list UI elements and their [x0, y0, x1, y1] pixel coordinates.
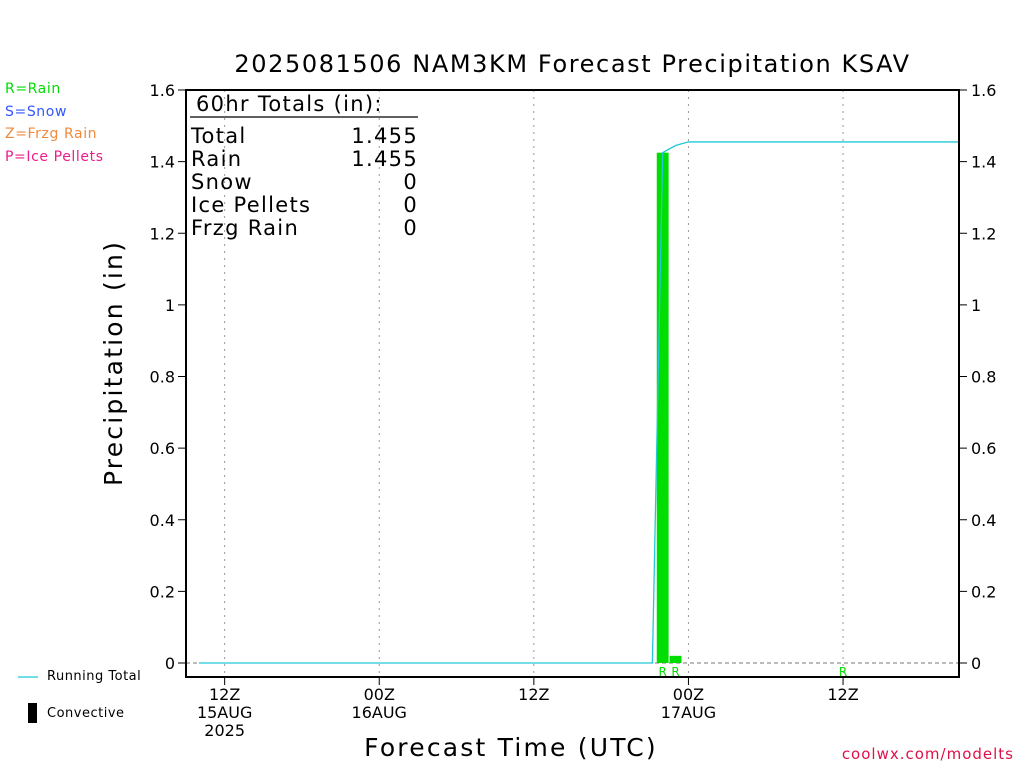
totals-heading: 60hr Totals (in):	[196, 92, 383, 116]
y-tick-label-left: 1.6	[150, 81, 175, 100]
y-axis-ticks: 0 00.2 0.20.4 0.40.6 0.60.8 0.81 11.2 1.21.4 1.4…	[150, 81, 997, 673]
grid-lines	[186, 90, 959, 677]
totals-row-value: 1.455	[351, 147, 418, 171]
x-axis-label: Forecast Time (UTC)	[364, 733, 658, 762]
plot-frame	[185, 89, 960, 678]
totals-row-label: Frzg Rain	[191, 216, 299, 240]
running-total-line	[198, 141, 959, 664]
legend-frzg-rain: Z=Frzg Rain	[5, 126, 98, 142]
y-axis-label: Precipitation (in)	[99, 240, 128, 486]
legend-rain: R=Rain	[5, 81, 61, 97]
totals-row-value: 0	[403, 193, 418, 217]
y-tick-label-right: 0	[971, 654, 981, 673]
precip-type-marker: R	[671, 665, 679, 679]
y-tick-label-right: 1.6	[971, 81, 996, 100]
y-tick-label-left: 0.4	[150, 511, 175, 530]
y-tick-label-right: 1.2	[971, 224, 996, 243]
running-total-series	[198, 141, 959, 664]
x-tick-label: 00Z	[364, 685, 395, 704]
precip-type-marker: R	[839, 665, 847, 679]
x-tick-label: 16AUG	[352, 703, 407, 722]
y-tick-label-left: 1	[165, 296, 175, 315]
totals-row-value: 0	[403, 216, 418, 240]
convective-swatch	[28, 703, 37, 723]
totals-row-label: Ice Pellets	[191, 193, 311, 217]
y-tick-label-right: 0.8	[971, 368, 996, 387]
x-tick-label: 2025	[204, 721, 245, 740]
x-tick-label: 00Z	[673, 685, 704, 704]
totals-row-value: 1.455	[351, 124, 418, 148]
title: 2025081506 NAM3KM Forecast Precipitation…	[234, 50, 911, 78]
y-tick-label-left: 0	[165, 654, 175, 673]
x-tick-label: 12Z	[518, 685, 549, 704]
precip-bar	[669, 655, 682, 663]
y-tick-label-right: 1.4	[971, 153, 996, 172]
precip-bars	[656, 152, 682, 663]
running-total-key: Running Total	[47, 669, 142, 684]
line-key	[18, 676, 38, 723]
y-tick-label-left: 0.2	[150, 582, 175, 601]
x-tick-label: 17AUG	[661, 703, 716, 722]
y-tick-label-right: 0.2	[971, 582, 996, 601]
totals-row-label: Rain	[191, 147, 242, 171]
totals-row-value: 0	[403, 170, 418, 194]
y-tick-label-right: 0.6	[971, 439, 996, 458]
legend-snow: S=Snow	[5, 104, 67, 120]
totals-row-label: Snow	[191, 170, 253, 194]
totals-box: 60hr Totals (in): Total 1.455 Rain 1.455 Sno…	[190, 92, 418, 240]
x-tick-label: 12Z	[209, 685, 240, 704]
legend-ice-pellets: P=Ice Pellets	[5, 149, 104, 165]
precip-bar	[656, 152, 669, 663]
y-tick-label-right: 1	[971, 296, 981, 315]
credit-link[interactable]: coolwx.com/modelts	[841, 745, 1014, 763]
y-tick-label-left: 1.2	[150, 224, 175, 243]
precip-type-marker: R	[659, 665, 667, 679]
y-tick-label-left: 0.6	[150, 439, 175, 458]
y-tick-label-right: 0.4	[971, 511, 996, 530]
y-tick-label-left: 1.4	[150, 153, 175, 172]
x-tick-label: 15AUG	[197, 703, 252, 722]
totals-row-label: Total	[190, 124, 247, 148]
x-tick-label: 12Z	[827, 685, 858, 704]
y-tick-label-left: 0.8	[150, 368, 175, 387]
convective-key: Convective	[47, 706, 125, 721]
